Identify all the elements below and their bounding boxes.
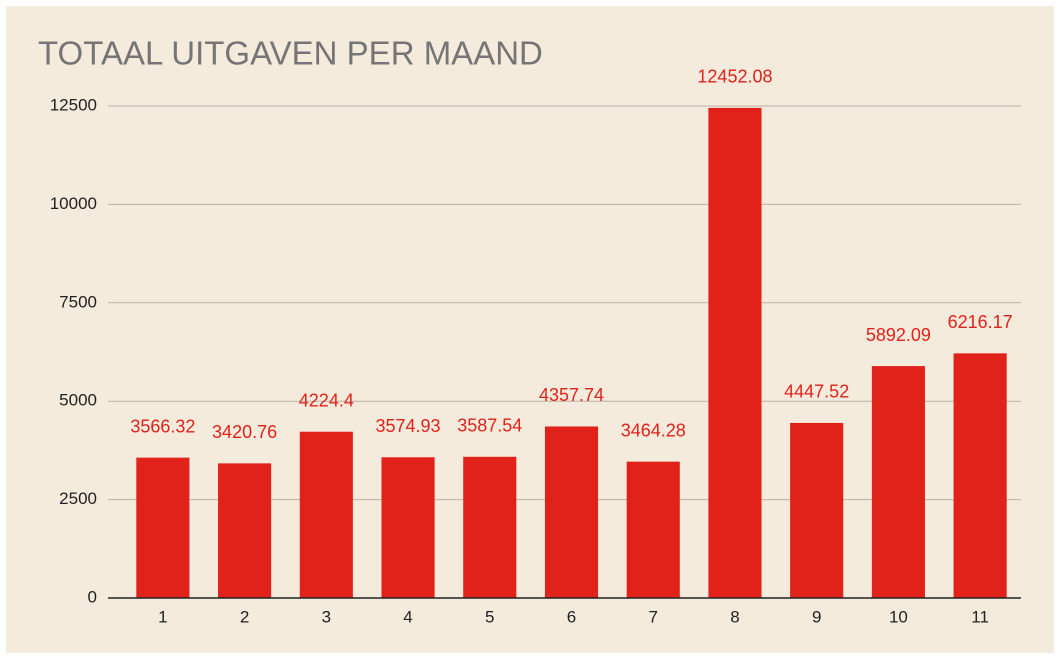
data-label: 12452.08 — [697, 67, 772, 87]
bar — [218, 463, 272, 598]
x-tick-label: 10 — [889, 607, 908, 626]
data-label: 3420.76 — [212, 422, 277, 442]
y-tick-label: 7500 — [59, 292, 97, 311]
data-label: 3464.28 — [621, 420, 686, 440]
data-label: 5892.09 — [866, 325, 931, 345]
x-tick-label: 7 — [648, 607, 657, 626]
bar — [953, 353, 1007, 598]
data-label: 3566.32 — [130, 416, 195, 436]
y-tick-label: 10000 — [50, 194, 97, 213]
x-tick-label: 3 — [322, 607, 331, 626]
x-tick-label: 5 — [485, 607, 494, 626]
data-label: 3587.54 — [457, 416, 522, 436]
bar — [544, 426, 599, 598]
data-label: 6216.17 — [948, 312, 1013, 332]
x-tick-label: 4 — [403, 607, 412, 626]
bar — [871, 366, 925, 598]
bar — [463, 456, 517, 598]
bar — [790, 422, 844, 598]
x-tick-label: 6 — [567, 607, 576, 626]
data-label: 4357.74 — [539, 385, 604, 405]
data-label: 4224.4 — [299, 390, 354, 410]
x-tick-label: 2 — [240, 607, 249, 626]
y-tick-label: 12500 — [50, 95, 97, 114]
data-label: 3574.93 — [376, 416, 441, 436]
x-tick-label: 9 — [812, 607, 821, 626]
data-label: 4447.52 — [784, 382, 849, 402]
x-tick-label: 11 — [971, 607, 989, 626]
bar — [136, 457, 190, 598]
chart-title: TOTAAL UITGAVEN PER MAAND — [38, 35, 543, 72]
x-tick-label: 8 — [730, 607, 739, 626]
y-tick-label: 5000 — [59, 391, 97, 410]
y-tick-label: 0 — [88, 587, 97, 606]
y-tick-label: 2500 — [59, 489, 97, 508]
bar — [299, 431, 353, 598]
bar — [708, 107, 762, 598]
bar — [381, 457, 435, 598]
bar — [626, 461, 680, 598]
x-tick-label: 1 — [158, 607, 167, 626]
